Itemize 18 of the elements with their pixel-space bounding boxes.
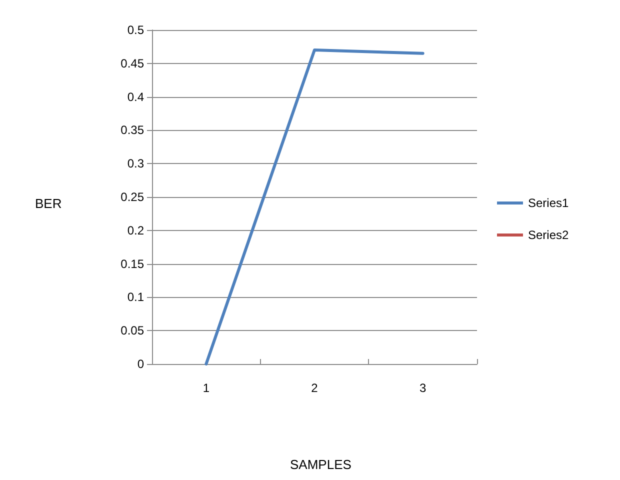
y-tick-label: 0.35 bbox=[120, 123, 144, 138]
y-tick-label: 0.1 bbox=[127, 290, 144, 304]
x-tick-label: 2 bbox=[311, 381, 318, 395]
y-tick-label: 0.05 bbox=[120, 324, 144, 338]
y-tick-label: 0.4 bbox=[127, 90, 144, 104]
y-tick-label: 0.5 bbox=[127, 23, 144, 37]
legend-label: Series2 bbox=[528, 228, 570, 242]
legend-label: Series1 bbox=[528, 196, 570, 210]
x-tick-label: 3 bbox=[419, 381, 426, 395]
text: SAMPLES bbox=[290, 457, 352, 472]
y-tick-label: 0.15 bbox=[120, 256, 144, 271]
y-tick-label: 0.45 bbox=[120, 56, 144, 70]
y-tick-label: 0 bbox=[137, 357, 144, 371]
y-tick-label: 0.25 bbox=[120, 190, 144, 204]
y-tick-label: 0.2 bbox=[127, 223, 144, 238]
x-tick-label: 1 bbox=[202, 381, 210, 395]
text: BER bbox=[35, 196, 62, 211]
y-tick-label: 0.3 bbox=[127, 156, 144, 171]
